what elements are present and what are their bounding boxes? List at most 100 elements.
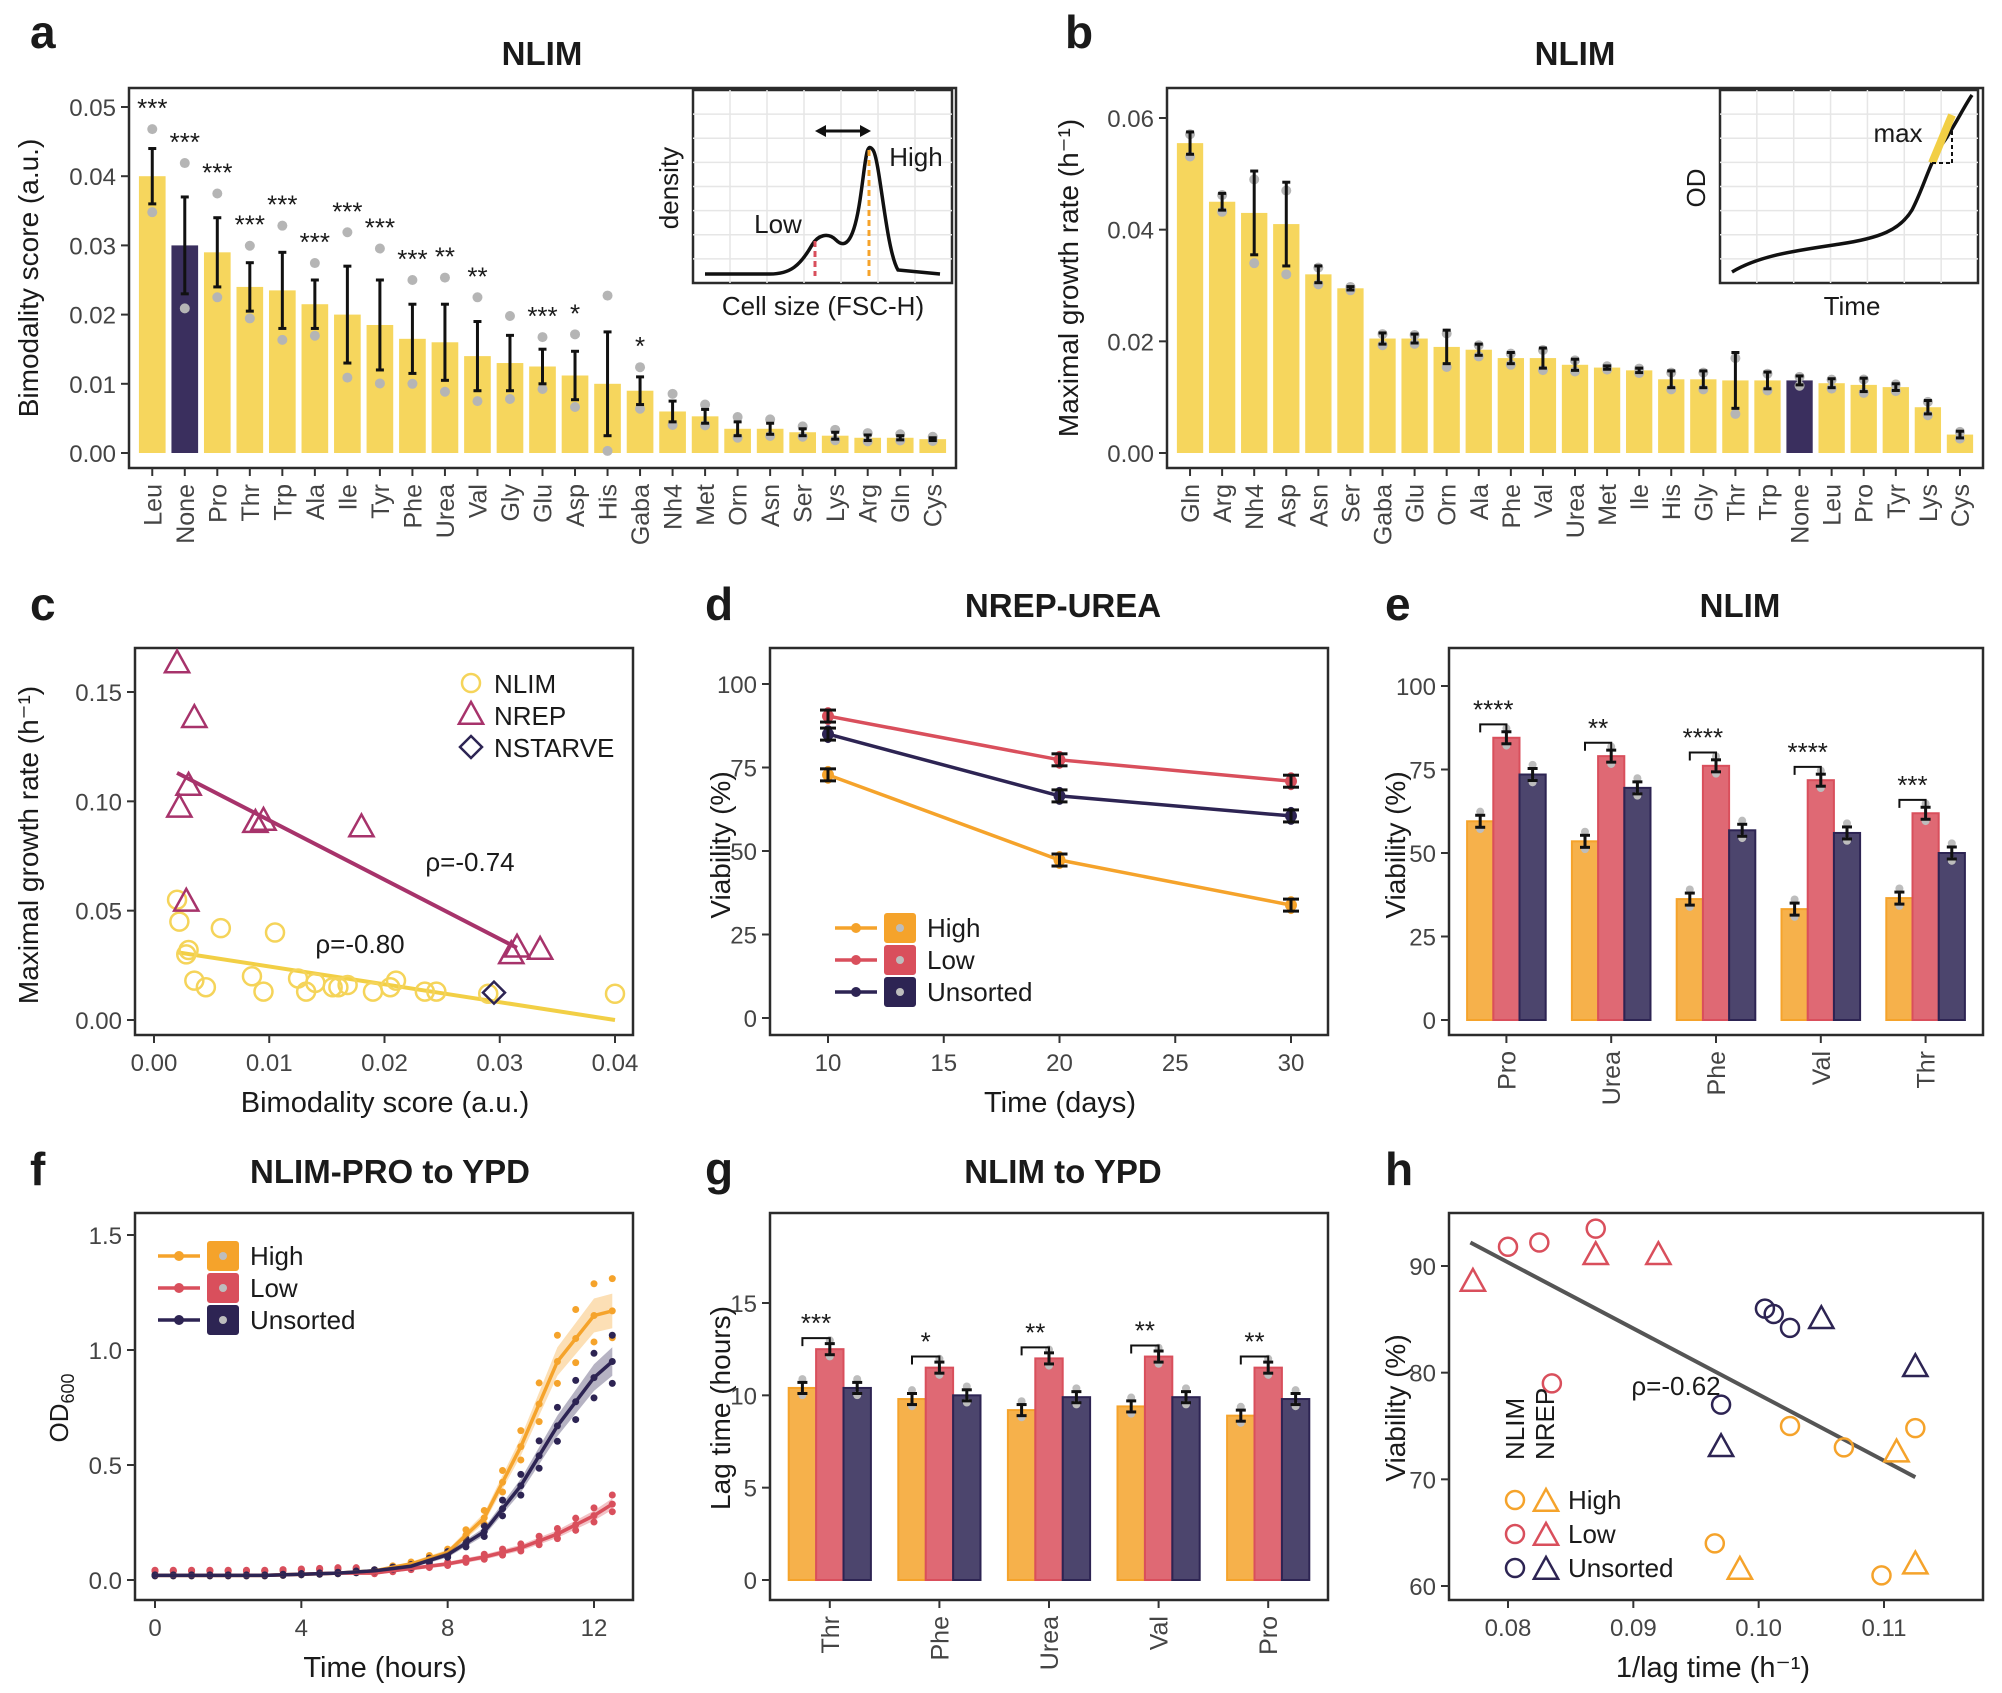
x-tick-label: Urea — [432, 484, 460, 538]
significance-bracket — [801, 1337, 831, 1347]
significance-bracket — [1130, 1344, 1160, 1354]
replicate-dot — [212, 292, 223, 303]
x-tick-label: Cys — [1947, 484, 1975, 527]
replicate-point-unsorted — [553, 1437, 561, 1445]
replicate-point-low — [553, 1535, 561, 1543]
replicate-point-unsorted — [499, 1496, 507, 1504]
y-tick-label: 0.04 — [1107, 218, 1154, 245]
significance-label: *** — [527, 301, 557, 331]
bar-high-val — [1780, 908, 1809, 1021]
replicate-dot — [374, 378, 385, 389]
y-tick-label: 100 — [1396, 674, 1436, 701]
x-axis-label: Time (days) — [984, 1087, 1136, 1119]
nstarve-point — [481, 979, 507, 1006]
x-tick-label: Thr — [817, 1616, 845, 1654]
replicate-dot — [1685, 885, 1694, 894]
replicate-dot — [374, 243, 385, 254]
significance-label: *** — [300, 227, 330, 257]
bar-cys — [919, 439, 947, 453]
significance-bracket — [1793, 765, 1822, 775]
x-tick-label: Val — [1146, 1616, 1174, 1650]
x-tick-label: None — [172, 484, 200, 544]
nlim-point — [385, 970, 407, 991]
y-tick-label: 60 — [1409, 1574, 1436, 1601]
replicate-point-unsorted — [499, 1512, 507, 1520]
replicate-point-unsorted — [535, 1437, 543, 1445]
y-axis-label: OD600 — [44, 1373, 78, 1442]
replicate-dot — [439, 272, 450, 283]
replicate-dot — [504, 310, 515, 321]
legend-nlim: NLIM — [494, 669, 556, 699]
nlim-point — [178, 939, 199, 961]
significance-label: ** — [1025, 1317, 1045, 1347]
replicate-dot — [407, 378, 418, 389]
x-tick-label: Nh4 — [660, 484, 688, 530]
replicate-dot — [1730, 408, 1741, 419]
nrep-point — [165, 792, 194, 818]
x-tick-label: Asp — [1273, 484, 1301, 527]
x-tick-label: Gaba — [1370, 484, 1398, 545]
x-tick-label: Val — [1808, 1051, 1836, 1085]
panel-letter-g: g — [705, 1143, 733, 1195]
inset-y-label: density — [654, 147, 684, 229]
significance-bracket — [1479, 723, 1508, 733]
replicate-dot — [635, 362, 646, 373]
y-tick-label: 5 — [744, 1476, 757, 1503]
legend-header-nrep: NREP — [1530, 1388, 1560, 1460]
x-tick-label: Glu — [1402, 484, 1430, 523]
x-tick-label: 15 — [930, 1050, 957, 1077]
y-tick-label: 75 — [1409, 758, 1436, 785]
y-tick-label: 0.03 — [69, 233, 116, 260]
point-high-nlim — [1779, 1415, 1801, 1437]
nlim-point — [414, 981, 436, 1002]
legend-nrep-marker — [456, 699, 486, 725]
x-tick-label: Glu — [530, 484, 558, 523]
band-unsorted — [155, 1347, 613, 1577]
nrep-correlation: ρ=-0.74 — [425, 847, 514, 877]
x-tick-label: Met — [692, 484, 720, 526]
legend-triangle — [1531, 1520, 1561, 1546]
nrep-point — [241, 807, 270, 834]
replicate-point-unsorted — [572, 1376, 580, 1384]
nlim-point — [604, 983, 626, 1005]
bar-unsorted-pro — [1518, 773, 1547, 1022]
x-tick-label: None — [1787, 484, 1815, 544]
point-unsorted-nlim — [1779, 1317, 1801, 1339]
y-tick-label: 50 — [730, 839, 757, 866]
replicate-point-unsorted — [572, 1416, 580, 1424]
point-low-nlim — [1585, 1218, 1606, 1239]
x-tick-label: Pro — [204, 484, 232, 523]
significance-label: **** — [1683, 722, 1723, 752]
bar-high-thr — [1885, 897, 1914, 1022]
replicate-point-low — [572, 1514, 580, 1522]
nrep-point — [249, 805, 278, 831]
significance-label: *** — [170, 127, 200, 157]
x-tick-label: Pro — [1493, 1051, 1521, 1090]
bar-high-phe — [1675, 898, 1704, 1021]
replicate-point-high — [535, 1379, 543, 1387]
y-axis-label: Viability (%) — [1380, 771, 1411, 918]
replicate-point-unsorted — [590, 1394, 598, 1402]
replicate-dot — [407, 275, 418, 285]
x-tick-label: 0 — [148, 1615, 161, 1642]
replicate-dot — [244, 313, 255, 324]
replicate-point-high — [499, 1467, 507, 1475]
replicate-point-high — [517, 1456, 525, 1464]
nlim-point — [362, 981, 384, 1002]
x-tick-label: Orn — [725, 484, 753, 526]
legend-nstarve: NSTARVE — [494, 733, 614, 763]
x-tick-label: Thr — [237, 484, 265, 522]
chart-title: NLIM-PRO to YPD — [250, 1153, 530, 1190]
point-low-nlim — [1529, 1232, 1550, 1253]
bar-unsorted-pro — [1280, 1398, 1311, 1581]
x-tick-label: Phe — [926, 1616, 954, 1660]
inset-high-label: High — [889, 142, 942, 172]
x-tick-label: Ile — [1626, 484, 1654, 510]
y-axis-label: Maximal growth rate (h⁻¹) — [13, 686, 44, 1004]
bar-low-urea — [1034, 1357, 1064, 1582]
bar-low-urea — [1597, 755, 1626, 1021]
replicate-point-high — [517, 1427, 525, 1435]
x-tick-label: Ser — [1337, 484, 1365, 523]
y-tick-label: 100 — [717, 672, 757, 699]
x-tick-label: Ala — [302, 484, 330, 520]
